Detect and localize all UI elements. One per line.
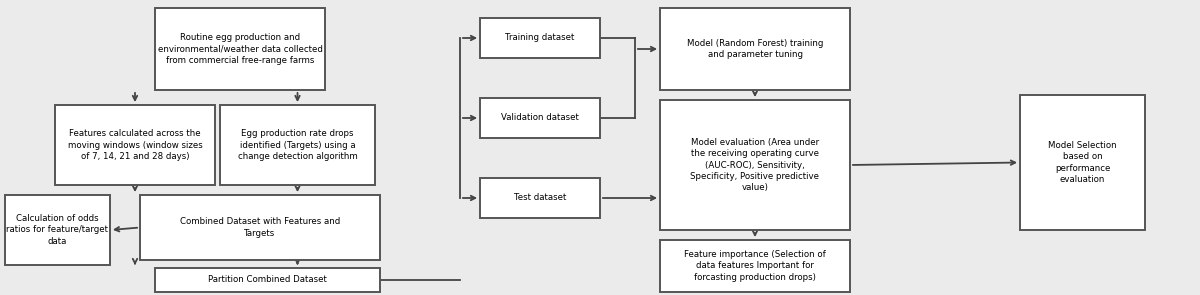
Bar [480, 178, 600, 218]
Text: Combined Dataset with Features and
Targets: Combined Dataset with Features and Targe… [180, 217, 340, 238]
Text: Calculation of odds
ratios for feature/target
data: Calculation of odds ratios for feature/t… [6, 214, 108, 246]
Text: Model Selection
based on
performance
evaluation: Model Selection based on performance eva… [1048, 141, 1117, 184]
Text: Model evaluation (Area under
the receiving operating curve
(AUC-ROC), Sensitivit: Model evaluation (Area under the receivi… [690, 137, 820, 192]
Bar [155, 8, 325, 90]
Bar [660, 8, 850, 90]
Bar [660, 100, 850, 230]
Text: Validation dataset: Validation dataset [502, 114, 578, 122]
Bar [140, 195, 380, 260]
Text: Features calculated across the
moving windows (window sizes
of 7, 14, 21 and 28 : Features calculated across the moving wi… [67, 129, 203, 161]
Bar [660, 240, 850, 292]
Bar [55, 105, 215, 185]
Bar [480, 18, 600, 58]
Text: Egg production rate drops
identified (Targets) using a
change detection algorith: Egg production rate drops identified (Ta… [238, 129, 358, 161]
Text: Training dataset: Training dataset [505, 34, 575, 42]
Text: Feature importance (Selection of
data features Important for
forcasting producti: Feature importance (Selection of data fe… [684, 250, 826, 282]
Bar [480, 98, 600, 138]
Bar [1020, 95, 1145, 230]
Text: Routine egg production and
environmental/weather data collected
from commercial : Routine egg production and environmental… [157, 33, 323, 65]
Bar [5, 195, 110, 265]
Text: Test dataset: Test dataset [514, 194, 566, 202]
Text: Model (Random Forest) training
and parameter tuning: Model (Random Forest) training and param… [686, 39, 823, 59]
Bar [220, 105, 374, 185]
Bar [155, 268, 380, 292]
Text: Partition Combined Dataset: Partition Combined Dataset [208, 276, 326, 284]
